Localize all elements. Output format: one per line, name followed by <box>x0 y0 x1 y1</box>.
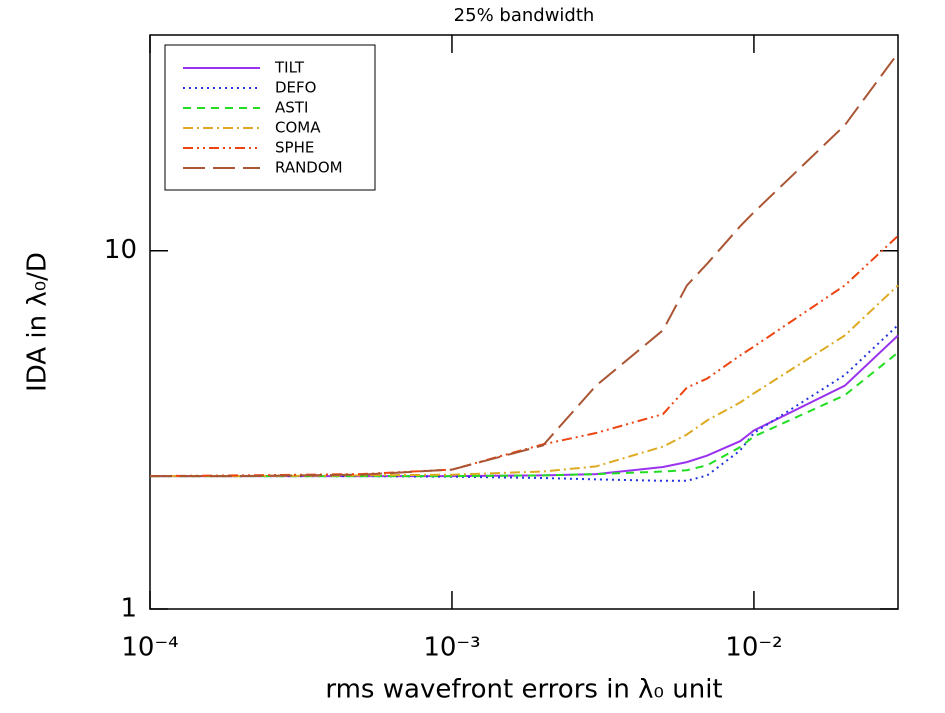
series-line <box>150 324 899 482</box>
legend-label: ASTI <box>275 99 308 117</box>
legend-label: RANDOM <box>275 159 343 177</box>
plot-frame <box>149 34 899 610</box>
legend-label: SPHE <box>275 139 314 157</box>
legend-label: DEFO <box>275 79 316 97</box>
x-tick-label: 10⁻³ <box>423 633 480 663</box>
x-axis-label: rms wavefront errors in λ₀ unit <box>325 675 722 705</box>
y-tick-label: 1 <box>120 594 137 624</box>
series-line <box>150 284 899 478</box>
chart-title: 25% bandwidth <box>454 5 595 26</box>
legend-label: TILT <box>274 59 305 77</box>
series-line <box>150 334 899 478</box>
legend-label: COMA <box>275 119 321 137</box>
series-line <box>149 235 899 478</box>
y-axis-label: IDA in λ₀/D <box>23 252 53 392</box>
y-tick-label: 10 <box>104 235 137 265</box>
series-line <box>150 351 899 478</box>
series-line <box>150 52 899 478</box>
legend-box <box>164 44 376 191</box>
x-tick-label: 10⁻⁴ <box>121 633 178 663</box>
x-tick-label: 10⁻² <box>725 633 782 663</box>
